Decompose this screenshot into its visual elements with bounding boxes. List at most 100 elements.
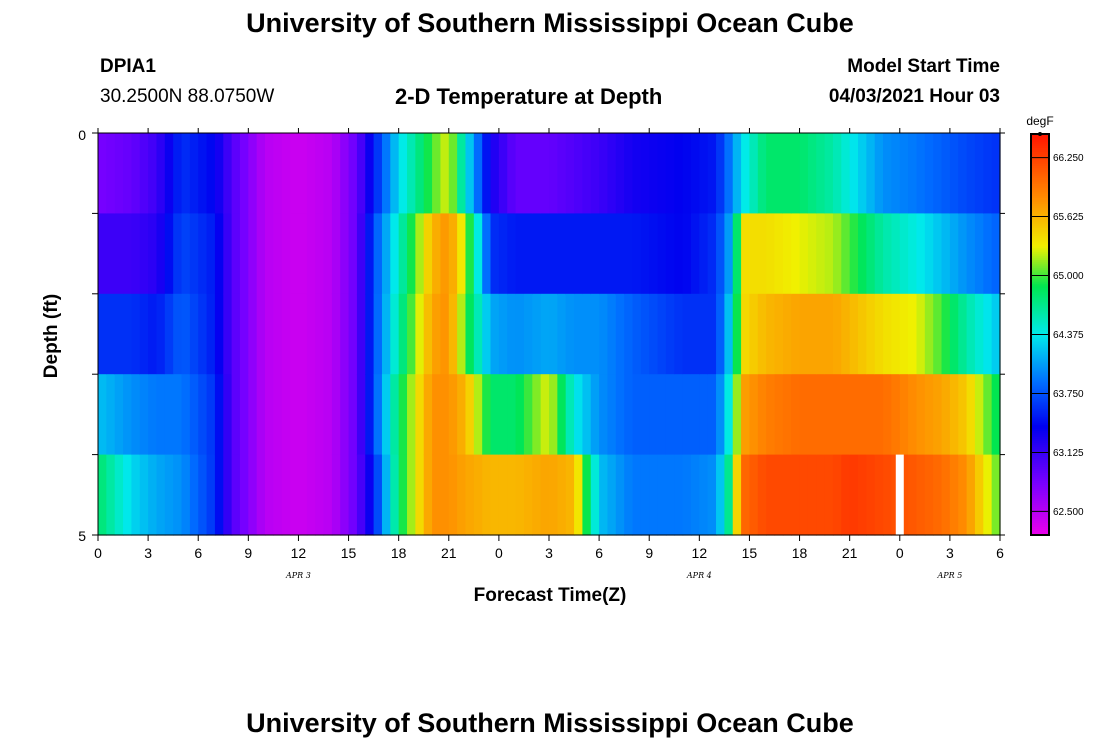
heatmap-cell: [716, 293, 725, 375]
heatmap-cell: [490, 133, 500, 214]
heatmap-cell: [699, 133, 709, 214]
heatmap-cell: [356, 374, 366, 456]
heatmap-cell: [565, 293, 575, 375]
heatmap-cell: [716, 454, 725, 536]
heatmap-cell: [198, 374, 208, 456]
heatmap-cell: [807, 213, 817, 295]
heatmap-cell: [724, 374, 734, 456]
heatmap-cell: [181, 293, 191, 375]
colorbar-segment: [1031, 406, 1049, 410]
heatmap-cell: [690, 454, 700, 536]
heatmap-cell: [114, 133, 124, 214]
heatmap-cell: [415, 454, 425, 536]
heatmap-cell: [841, 213, 851, 295]
heatmap-cell: [916, 374, 926, 456]
heatmap-cell: [265, 213, 274, 295]
heatmap-cell: [624, 293, 634, 375]
colorbar-segment: [1031, 442, 1049, 446]
colorbar-segment: [1031, 344, 1049, 348]
colorbar-segment: [1031, 362, 1049, 366]
colorbar-segment: [1031, 292, 1049, 295]
heatmap-cell: [198, 454, 208, 536]
heatmap-cell: [807, 293, 817, 375]
heatmap-cell: [807, 454, 817, 536]
x-tick-label: 6: [595, 545, 603, 561]
x-tick-label: 12: [692, 545, 708, 561]
colorbar-segment: [1031, 232, 1049, 235]
heatmap-cell: [807, 133, 817, 214]
station-id: DPIA1: [100, 56, 156, 77]
heatmap-cell: [749, 293, 759, 375]
colorbar-segment: [1031, 262, 1049, 265]
heatmap-cell: [782, 374, 792, 456]
colorbar-segment: [1031, 266, 1049, 269]
heatmap-cell: [874, 374, 884, 456]
heatmap-cell: [189, 374, 199, 456]
heatmap-cell: [139, 374, 149, 456]
heatmap-cell: [482, 374, 492, 456]
heatmap-cell: [682, 374, 692, 456]
heatmap-cell: [949, 374, 959, 456]
heatmap-cell: [624, 213, 634, 295]
colorbar-segment: [1031, 434, 1049, 438]
heatmap-cell: [832, 213, 842, 295]
heatmap-cell: [273, 133, 283, 214]
heatmap-cell: [181, 374, 191, 456]
heatmap-cell: [724, 213, 734, 295]
heatmap-cell: [766, 133, 776, 214]
colorbar-segment: [1031, 194, 1049, 197]
colorbar-segment: [1031, 358, 1049, 362]
heatmap-cell: [883, 213, 893, 295]
heatmap-cell: [782, 133, 792, 214]
heatmap-cell: [189, 213, 199, 295]
heatmap-cell: [916, 133, 926, 214]
heatmap-cell: [340, 374, 350, 456]
colorbar-tick-label: 62.500: [1053, 507, 1084, 518]
heatmap-cell: [858, 293, 867, 375]
heatmap-cell: [891, 293, 901, 375]
heatmap-cell: [707, 133, 717, 214]
heatmap-cell: [732, 293, 742, 375]
heatmap-cell: [949, 133, 959, 214]
heatmap-cell: [164, 454, 174, 536]
colorbar-segment: [1031, 486, 1049, 490]
colorbar-segment: [1031, 324, 1049, 328]
colorbar-segment: [1031, 520, 1049, 524]
colorbar-segment: [1031, 418, 1049, 422]
heatmap-cell: [407, 213, 416, 295]
colorbar-segment: [1031, 136, 1049, 139]
colorbar-segment: [1031, 272, 1049, 275]
heatmap-cell: [532, 133, 542, 214]
heatmap-cell: [757, 454, 767, 536]
heatmap-cell: [532, 213, 542, 295]
heatmap-cell: [924, 213, 934, 295]
heatmap-cell: [164, 374, 174, 456]
heatmap-cell: [949, 454, 959, 536]
heatmap-cell: [340, 454, 350, 536]
heatmap-cell: [448, 213, 458, 295]
heatmap-cell: [306, 293, 316, 375]
heatmap-cell: [482, 293, 492, 375]
colorbar-segment: [1031, 428, 1049, 432]
heatmap-cell: [549, 133, 558, 214]
heatmap-cell: [540, 133, 550, 214]
heatmap-cell: [281, 454, 291, 536]
heatmap-cell: [599, 293, 609, 375]
x-tick-label: 3: [144, 545, 152, 561]
colorbar-segment: [1031, 448, 1049, 452]
colorbar-segment: [1031, 300, 1049, 304]
heatmap-cell: [858, 133, 867, 214]
heatmap-cell: [774, 374, 784, 456]
heatmap-cell: [690, 374, 700, 456]
heatmap-cell: [565, 454, 575, 536]
colorbar-segment: [1031, 386, 1049, 390]
heatmap-cell: [649, 293, 659, 375]
x-tick-label: 6: [194, 545, 202, 561]
colorbar-segment: [1031, 200, 1049, 203]
heatmap-cell: [540, 374, 550, 456]
heatmap-cell: [899, 374, 909, 456]
heatmap-cell: [198, 213, 208, 295]
heatmap-cell: [373, 374, 383, 456]
colorbar-segment: [1031, 380, 1049, 384]
heatmap-cell: [582, 293, 592, 375]
